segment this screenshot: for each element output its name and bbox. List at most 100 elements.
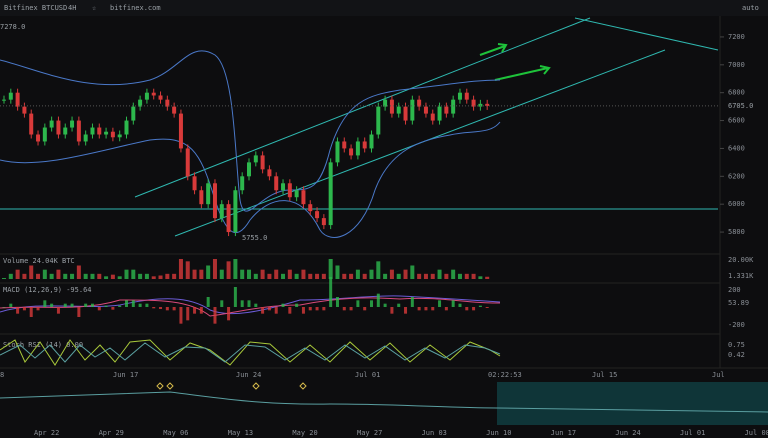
stoch-label: Stoch RSI (14) 0.00 <box>3 341 83 349</box>
macd-hist <box>410 297 414 307</box>
volume-bar <box>430 273 435 279</box>
time-label: 02:22:53 <box>488 371 522 379</box>
navigator-label: May 27 <box>357 429 382 437</box>
bollinger-upper <box>0 50 501 212</box>
volume-bar <box>22 273 27 279</box>
star-icon[interactable]: ☆ <box>92 4 97 12</box>
macd-hist <box>220 300 224 307</box>
volume-bar <box>308 273 313 279</box>
candle <box>144 92 149 100</box>
volume-bar <box>8 273 13 279</box>
candle <box>22 106 27 114</box>
arrow <box>479 43 508 56</box>
high-label: 7278.0 <box>0 23 25 31</box>
candle <box>369 134 374 149</box>
time-label: 8 <box>0 371 4 379</box>
interval[interactable]: 4H <box>68 4 76 12</box>
macd-hist <box>70 303 74 307</box>
candle <box>49 120 54 128</box>
volume-bar <box>233 259 238 279</box>
volume-bar <box>199 269 204 279</box>
navigator-label: Jun 17 <box>551 429 576 437</box>
navigator-window[interactable] <box>497 382 768 425</box>
volume-bar <box>131 269 136 279</box>
macd-hist <box>301 307 305 314</box>
scale-mode[interactable]: auto <box>742 4 759 12</box>
volume-bar <box>110 274 115 279</box>
volume-bar <box>49 273 54 279</box>
volume-bar <box>151 276 156 279</box>
macd-hist <box>261 307 265 314</box>
price-label: 6200 <box>728 172 745 180</box>
stoch-d <box>0 342 501 363</box>
candle <box>410 99 415 121</box>
macd-hist <box>118 305 122 307</box>
volume-bar <box>471 273 476 279</box>
candle <box>226 204 231 233</box>
volume-bar <box>247 269 251 279</box>
macd-hist <box>186 307 190 321</box>
marker <box>156 382 307 390</box>
macd-hist <box>431 307 435 311</box>
macd-hist <box>315 307 319 311</box>
volume-bar <box>423 273 428 279</box>
volume-bar <box>70 273 75 279</box>
volume-bar <box>281 273 286 279</box>
candle <box>63 127 68 135</box>
signal-line <box>0 297 501 317</box>
macd-hist <box>50 303 54 307</box>
candle <box>328 162 333 226</box>
volume-bar <box>383 273 388 279</box>
volume-bar <box>342 273 347 279</box>
candle <box>36 134 41 142</box>
macd-hist <box>247 300 251 307</box>
candle <box>485 103 490 106</box>
volume-bar <box>417 273 422 279</box>
candle <box>403 106 408 121</box>
macd-hist <box>138 303 142 307</box>
volume-bar <box>335 265 340 279</box>
candle <box>70 120 75 128</box>
macd-hist <box>444 307 448 311</box>
candle <box>212 183 217 219</box>
macd-hist <box>199 307 203 314</box>
macd-hist <box>2 307 6 308</box>
price-label: 5800 <box>728 228 745 236</box>
candle <box>355 141 360 156</box>
macd-hist <box>159 307 163 309</box>
volume-bar <box>457 273 462 279</box>
volume-bar <box>396 273 401 279</box>
macd-hist <box>438 300 442 307</box>
volume-bar <box>83 273 88 279</box>
volume-bar <box>355 269 360 279</box>
macd-hist <box>97 307 101 311</box>
volume-bar <box>301 269 306 279</box>
candle <box>117 134 122 138</box>
macd-hist <box>288 307 292 314</box>
candle <box>29 113 34 135</box>
volume-bar <box>36 273 41 279</box>
volume-bar <box>294 273 299 279</box>
stoch-axis: 0.42 <box>728 351 745 359</box>
stoch-k <box>0 339 501 366</box>
navigator-label: Jun 03 <box>422 429 447 437</box>
candle <box>83 134 88 142</box>
volume-bar <box>144 273 149 279</box>
macd-hist <box>295 303 299 307</box>
macd-hist <box>131 300 135 307</box>
navigator-label: May 20 <box>292 429 317 437</box>
time-label: Jul 01 <box>355 371 380 379</box>
candle <box>76 120 81 142</box>
navigator-label: Jul 01 <box>680 429 705 437</box>
macd-hist <box>383 303 387 307</box>
volume-bar <box>410 265 415 279</box>
stoch-axis: 0.75 <box>728 341 745 349</box>
volume-bar <box>15 269 20 279</box>
symbol[interactable]: Bitfinex BTCUSD <box>4 4 67 12</box>
macd-hist <box>125 300 128 307</box>
volume-bar <box>226 261 231 279</box>
arrow <box>494 65 551 81</box>
macd-hist <box>417 307 421 311</box>
volume-bar <box>212 259 217 279</box>
